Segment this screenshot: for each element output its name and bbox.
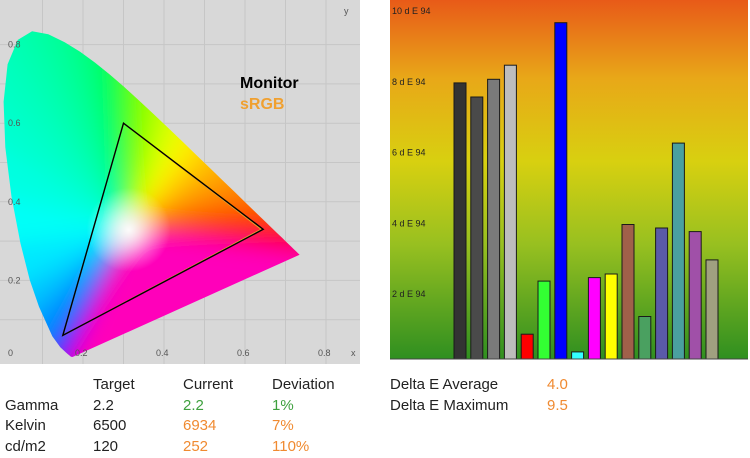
row-luminance-current: 252	[183, 438, 209, 455]
delta-e-bar	[537, 280, 551, 360]
header-target: Target	[93, 376, 135, 393]
delta-e-bar	[705, 259, 719, 360]
delta-e-bar	[503, 64, 517, 360]
bar-y-tick-label: 10 d E 94	[392, 6, 431, 16]
delta-e-bar	[571, 351, 585, 360]
row-kelvin-deviation: 7%	[272, 417, 294, 434]
origin-label: 0	[8, 348, 13, 358]
cie-series-layer	[61, 122, 265, 337]
delta-e-bar	[470, 96, 484, 360]
bar-y-tick-label: 6 d E 94	[392, 148, 426, 158]
x-axis-label: x	[351, 348, 356, 358]
bar-y-tick-label: 2 d E 94	[392, 289, 426, 299]
cie-chart-svg: 0.20.20.40.40.60.60.80.8 Monitor sRGB y …	[0, 0, 360, 364]
row-gamma-deviation: 1%	[272, 397, 294, 414]
cie-x-tick-label: 0.4	[156, 348, 169, 358]
delta-e-maximum-value: 9.5	[547, 397, 568, 414]
delta-e-bar	[638, 316, 652, 360]
gamut-triangle-monitor	[61, 122, 265, 337]
legend-srgb: sRGB	[240, 96, 284, 113]
legend-monitor: Monitor	[240, 75, 299, 92]
delta-e-bar	[520, 333, 534, 360]
bar-plot-background	[390, 0, 748, 359]
cie-axis-ticks: 0.2 0.2 0.4 0.4 0.6 0.6 0.8 0.8	[8, 40, 331, 358]
cie-x-tick-label: 0.8	[318, 348, 331, 358]
delta-e-average-value: 4.0	[547, 376, 568, 393]
header-deviation: Deviation	[272, 376, 335, 393]
calibration-stats-table: Target Current Deviation Gamma 2.2 2.2 1…	[0, 372, 380, 458]
delta-e-bar	[621, 224, 635, 360]
cie-y-tick-label: 0.8	[8, 40, 21, 50]
row-kelvin-current: 6934	[183, 417, 217, 434]
cie-y-tick-label: 0.6	[8, 118, 21, 128]
bar-y-tick-label: 4 d E 94	[392, 218, 426, 228]
cie-x-tick-label: 0.2	[75, 348, 88, 358]
cie-x-tick-label: 0.6	[237, 348, 250, 358]
row-luminance-label: cd/m2	[5, 438, 46, 455]
cie-y-tick-label: 0.2	[8, 275, 21, 285]
delta-e-bar	[487, 78, 501, 360]
delta-e-bar	[554, 22, 568, 360]
delta-e-bar	[604, 273, 618, 360]
delta-e-bar	[587, 277, 601, 360]
cie-y-tick-label: 0.4	[8, 197, 21, 207]
delta-e-average-label: Delta E Average	[390, 376, 499, 393]
row-kelvin-label: Kelvin	[5, 417, 46, 434]
delta-e-maximum-label: Delta E Maximum	[390, 397, 509, 414]
y-axis-label: y	[344, 6, 349, 16]
delta-e-bar	[671, 142, 685, 360]
row-gamma-label: Gamma	[5, 397, 59, 414]
row-gamma-target: 2.2	[93, 397, 114, 414]
delta-e-bar	[688, 231, 702, 360]
delta-e-bar	[655, 227, 669, 360]
bar-y-tick-label: 8 d E 94	[392, 77, 426, 87]
delta-e-bar	[453, 82, 467, 360]
delta-e-bar-chart: 2 d E 94 4 d E 94 6 d E 94 8 d E 94 10 d E 9…	[389, 0, 749, 364]
bar-chart-svg: 2 d E 94 4 d E 94 6 d E 94 8 d E 94 10 d E 9…	[390, 0, 748, 360]
header-current: Current	[183, 376, 234, 393]
row-luminance-target: 120	[93, 438, 119, 455]
row-kelvin-target: 6500	[93, 417, 127, 434]
row-luminance-deviation: 110%	[272, 438, 310, 455]
delta-e-summary: Delta E Average 4.0 Delta E Maximum 9.5	[389, 372, 749, 422]
row-gamma-current: 2.2	[183, 397, 204, 414]
cie-chromaticity-chart: 0.2 0.2 0.4 0.4 0.6 0.6 0.8 0.8 Monitor sRGB y …	[0, 0, 360, 364]
bar-y-ticks: 2 d E 94 4 d E 94 6 d E 94 8 d E 94 10 d E 9…	[392, 6, 431, 299]
